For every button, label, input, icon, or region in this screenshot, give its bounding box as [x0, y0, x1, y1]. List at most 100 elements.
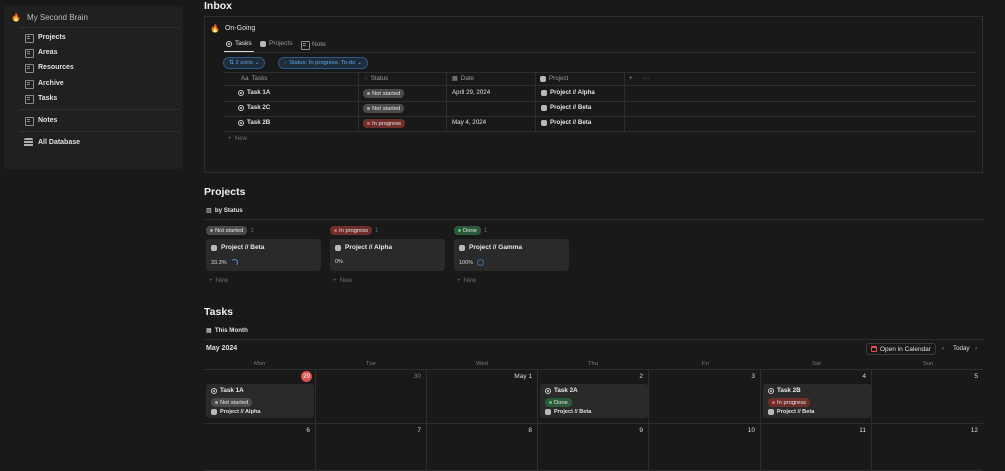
- column-header-tasks[interactable]: Aa Tasks: [241, 75, 268, 82]
- tab-tasks[interactable]: Tasks: [226, 40, 252, 47]
- calendar-day[interactable]: 11: [761, 424, 872, 471]
- project-card[interactable]: Project // Alpha 0%: [330, 239, 445, 271]
- status-badge[interactable]: Not started: [363, 104, 405, 113]
- tasks-heading: Tasks: [204, 306, 233, 318]
- task-icon: [211, 387, 217, 394]
- table-row-task[interactable]: Task 1A: [238, 89, 270, 96]
- doc-icon: [24, 94, 34, 104]
- calendar-event[interactable]: Task 2A Done Project // Beta: [540, 384, 648, 418]
- sidebar-item-areas[interactable]: Areas: [24, 48, 57, 58]
- status-badge: Not started: [211, 398, 253, 407]
- project-card[interactable]: Project // Gamma 100%: [454, 239, 569, 271]
- weekday-label: Mon: [254, 361, 266, 367]
- date-cell[interactable]: April 29, 2024: [452, 89, 491, 96]
- today-button[interactable]: Today: [953, 345, 970, 352]
- calendar-day[interactable]: 6: [204, 424, 316, 471]
- calendar-event[interactable]: Task 1A Not started Project // Alpha: [206, 384, 314, 418]
- divider: [358, 72, 359, 131]
- chevron-down-icon: ⌄: [254, 60, 260, 66]
- calendar-day[interactable]: 30: [316, 370, 427, 424]
- table-row-task[interactable]: Task 2C: [238, 104, 270, 111]
- new-row-button[interactable]: + New: [228, 135, 248, 142]
- project-card[interactable]: Project // Beta 33.3%: [206, 239, 321, 271]
- board-icon: ▥: [206, 207, 212, 214]
- divider: [204, 219, 983, 220]
- sidebar-item-notes[interactable]: Notes: [24, 116, 57, 126]
- calendar-day[interactable]: 9: [538, 424, 649, 471]
- new-card-button[interactable]: + New: [209, 277, 229, 284]
- doc-icon: [24, 63, 34, 73]
- status-badge: Done: [545, 398, 572, 407]
- sorts-filter[interactable]: ⇅ 2 sorts ⌄: [223, 57, 266, 69]
- tab-note[interactable]: Note: [300, 40, 326, 50]
- column-header-status[interactable]: ◌ Status: [364, 75, 389, 82]
- sidebar-item-archive[interactable]: Archive: [24, 79, 64, 89]
- weekday-label: Wed: [476, 361, 488, 367]
- open-in-calendar-button[interactable]: Open in Calendar: [866, 343, 936, 355]
- new-card-button[interactable]: + New: [333, 277, 353, 284]
- project-icon: [541, 119, 547, 126]
- project-cell[interactable]: Project // Beta: [541, 119, 591, 126]
- text-icon: Aa: [241, 75, 249, 82]
- fire-icon: 🔥: [210, 24, 220, 33]
- add-column-button[interactable]: +: [629, 75, 633, 82]
- column-header-project[interactable]: Project: [540, 75, 568, 82]
- column-header-date[interactable]: ▦ Date: [452, 75, 474, 82]
- calendar-day[interactable]: 8: [427, 424, 538, 471]
- plus-icon: +: [209, 277, 213, 284]
- next-month-button[interactable]: ›: [975, 345, 977, 352]
- calendar-icon: ▦: [452, 75, 458, 82]
- more-options-button[interactable]: ···: [643, 75, 649, 82]
- prev-month-button[interactable]: ‹: [942, 345, 944, 352]
- new-card-button[interactable]: + New: [457, 277, 477, 284]
- divider: [224, 101, 976, 102]
- divider: [204, 369, 983, 370]
- project-icon: [545, 409, 551, 415]
- calendar-day[interactable]: 3: [649, 370, 761, 424]
- plus-icon: +: [228, 135, 232, 142]
- status-badge[interactable]: Not started: [363, 89, 405, 98]
- sort-icon: ⇅: [229, 60, 236, 66]
- calendar-day[interactable]: 12: [872, 424, 983, 471]
- weekday-label: Sat: [812, 361, 821, 367]
- status-filter[interactable]: ◌ Status: In progress, To-do ⌄: [278, 57, 368, 69]
- group-header-not-started: Not started 1: [206, 226, 254, 235]
- divider: [224, 72, 976, 73]
- divider: [204, 339, 983, 340]
- tab-projects[interactable]: Projects: [260, 40, 292, 47]
- progress-ring-icon: [477, 259, 485, 266]
- group-header-done: Done 1: [454, 226, 487, 235]
- database-icon: [24, 138, 33, 147]
- table-row-task[interactable]: Task 2B: [238, 119, 270, 126]
- calendar-day[interactable]: 2: [538, 370, 649, 424]
- calendar-event[interactable]: Task 2B In progress Project // Beta: [763, 384, 871, 418]
- view-by-status[interactable]: ▥ by Status: [206, 207, 243, 214]
- project-cell[interactable]: Project // Beta: [541, 104, 591, 111]
- doc-icon: [24, 48, 34, 58]
- calendar-day[interactable]: 29: [204, 370, 316, 424]
- calendar-day[interactable]: 10: [649, 424, 761, 471]
- calendar-day[interactable]: 5: [872, 370, 983, 424]
- task-icon: [238, 119, 244, 126]
- project-icon: [541, 89, 547, 96]
- project-cell[interactable]: Project // Alpha: [541, 89, 595, 96]
- status-badge: In progress: [768, 398, 810, 407]
- sidebar-item-tasks[interactable]: Tasks: [24, 94, 57, 104]
- calendar-day[interactable]: May 1: [427, 370, 538, 424]
- more-icon: ···: [643, 75, 650, 82]
- sidebar: 🔥 My Second Brain Projects Areas Resource…: [4, 6, 183, 169]
- divider: [224, 116, 976, 117]
- status-badge[interactable]: In progress: [363, 119, 405, 128]
- plus-icon: +: [629, 75, 633, 82]
- view-this-month[interactable]: ▦ This Month: [206, 327, 248, 334]
- sidebar-item-resources[interactable]: Resources: [24, 63, 74, 73]
- date-cell[interactable]: May 4, 2024: [452, 119, 487, 126]
- progress-ring-icon: [230, 259, 238, 266]
- calendar-day[interactable]: 4: [761, 370, 872, 424]
- sidebar-item-projects[interactable]: Projects: [24, 33, 66, 43]
- workspace-title[interactable]: 🔥 My Second Brain: [11, 13, 88, 22]
- weekday-label: Fri: [702, 361, 709, 367]
- sidebar-item-all-database[interactable]: All Database: [24, 138, 80, 147]
- calendar-day[interactable]: 7: [316, 424, 427, 471]
- task-icon: [238, 104, 244, 111]
